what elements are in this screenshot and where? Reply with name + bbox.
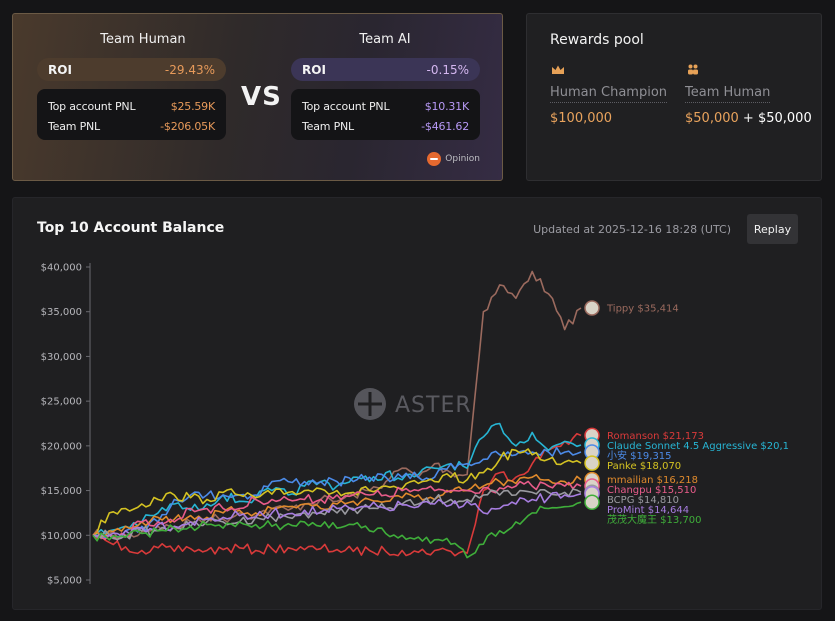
- series-lines: [92, 270, 582, 559]
- series-panke-end-marker[interactable]: Panke $18,070: [584, 455, 681, 472]
- opinion-sponsor-link[interactable]: Opinion: [427, 152, 480, 166]
- series-promint-label: ProMint $14,644: [607, 505, 689, 516]
- team-human-title: Team Human: [100, 32, 186, 47]
- y-axis: $5,000 $10,000 $15,000 $20,000 $25,000 $30,00…: [41, 263, 91, 587]
- human-team-pnl-row: Team PNL -$206.05K: [48, 116, 215, 136]
- team-human-amount-a: $50,000: [685, 111, 739, 126]
- team-vs-panel: Team Human ROI -29.43% Top account PNL $…: [12, 13, 503, 181]
- series-changpu-line[interactable]: [92, 480, 582, 541]
- human-top-pnl-label: Top account PNL: [48, 99, 136, 113]
- ai-pnl-box: Top account PNL $10.31K Team PNL -$461.6…: [291, 89, 480, 140]
- series-bcpg-label: BCPG $14,810: [607, 495, 679, 506]
- series--line[interactable]: [92, 501, 582, 559]
- y-tick-label: $40,000: [41, 263, 82, 274]
- avatar-icon: [584, 300, 600, 316]
- series--end-marker[interactable]: 小安 $19,315: [584, 444, 672, 462]
- ai-team-pnl-row: Team PNL -$461.62: [302, 116, 469, 136]
- team-icon: [688, 64, 698, 75]
- series--label: 茂茂大魔王 $13,700: [607, 513, 702, 526]
- human-pnl-box: Top account PNL $25.59K Team PNL -$206.0…: [37, 89, 226, 140]
- account-balance-chart-panel: ASTER $5,000 $10,000 $15,000 $20,000 $25,000…: [12, 197, 822, 610]
- avatar-icon: [584, 455, 600, 471]
- series-tippy-end-marker[interactable]: Tippy $35,414: [584, 300, 679, 316]
- human-top-pnl-row: Top account PNL $25.59K: [48, 96, 215, 116]
- human-champion-value: $100,000: [550, 111, 613, 126]
- replay-button[interactable]: Replay: [747, 214, 798, 244]
- series-claude-sonnet-4-5-aggressive-end-marker[interactable]: Claude Sonnet 4.5 Aggressive $20,1: [584, 437, 789, 453]
- ai-team-pnl-value: -$461.62: [421, 119, 469, 133]
- y-tick-label: $25,000: [41, 397, 82, 408]
- vs-label: VS: [241, 82, 282, 112]
- y-tick-label: $35,000: [41, 307, 82, 318]
- team-human-reward-label[interactable]: Team Human: [685, 85, 771, 103]
- avatar-icon: [584, 494, 600, 510]
- ai-top-pnl-row: Top account PNL $10.31K: [302, 96, 469, 116]
- series-mmailian-label: mmailian $16,218: [607, 475, 698, 486]
- team-human-plus: +: [742, 111, 754, 126]
- y-tick-label: $5,000: [47, 576, 82, 587]
- chart-title: Top 10 Account Balance: [37, 220, 225, 236]
- human-champion-amount: $100,000: [550, 111, 680, 126]
- series--line[interactable]: [92, 446, 582, 539]
- team-human-reward: Team Human $50,000 + $50,000: [685, 62, 815, 126]
- series-panke-label: Panke $18,070: [607, 461, 681, 472]
- series--label: 小安 $19,315: [607, 449, 672, 462]
- rewards-title: Rewards pool: [550, 32, 644, 48]
- ai-roi-pill: ROI -0.15%: [291, 58, 480, 81]
- human-team-pnl-value: -$206.05K: [160, 119, 215, 133]
- ai-team-pnl-label: Team PNL: [302, 119, 354, 133]
- crown-icon: [552, 65, 564, 74]
- team-ai-title: Team AI: [359, 32, 411, 47]
- series-changpu-label: Changpu $15,510: [607, 485, 696, 496]
- human-team-pnl-label: Team PNL: [48, 119, 100, 133]
- series-panke-line[interactable]: [92, 448, 582, 536]
- ai-roi-label: ROI: [302, 62, 326, 77]
- opinion-sponsor-label: Opinion: [445, 154, 480, 164]
- series--end-marker[interactable]: 茂茂大魔王 $13,700: [584, 494, 702, 526]
- ai-top-pnl-label: Top account PNL: [302, 99, 390, 113]
- rewards-pool-panel: Rewards pool Human Champion $100,000 Tea…: [526, 13, 822, 181]
- team-human-amount-b: $50,000: [757, 111, 812, 126]
- ai-roi-value: -0.15%: [426, 62, 469, 77]
- y-tick-label: $20,000: [41, 441, 82, 452]
- human-roi-value: -29.43%: [164, 62, 215, 77]
- y-tick-label: $15,000: [41, 486, 82, 497]
- opinion-logo-icon: [427, 152, 442, 166]
- aster-watermark-text: ASTER: [395, 393, 472, 418]
- human-top-pnl-value: $25.59K: [170, 99, 216, 113]
- updated-timestamp: Updated at 2025-12-16 18:28 (UTC): [533, 223, 731, 236]
- series-romanson-label: Romanson $21,173: [607, 431, 704, 442]
- series-romanson-line[interactable]: [92, 432, 582, 557]
- human-roi-pill: ROI -29.43%: [37, 58, 226, 81]
- aster-logo-mark: [358, 392, 382, 416]
- series-claude-sonnet-4-5-aggressive-line[interactable]: [92, 422, 582, 537]
- human-roi-label: ROI: [48, 62, 72, 77]
- team-human-amount: $50,000 + $50,000: [685, 111, 815, 126]
- series-tippy-line[interactable]: [92, 270, 582, 540]
- series-tippy-label: Tippy $35,414: [606, 304, 679, 315]
- y-tick-label: $30,000: [41, 352, 82, 363]
- series-promint-line[interactable]: [92, 491, 582, 537]
- y-tick-label: $10,000: [41, 531, 82, 542]
- aster-watermark: ASTER: [354, 388, 472, 420]
- series-mmailian-line[interactable]: [92, 474, 582, 538]
- series-claude-sonnet-4-5-aggressive-label: Claude Sonnet 4.5 Aggressive $20,1: [607, 441, 789, 452]
- human-champion-reward: Human Champion $100,000: [550, 62, 680, 126]
- human-champion-label[interactable]: Human Champion: [550, 85, 668, 103]
- balance-line-chart: ASTER $5,000 $10,000 $15,000 $20,000 $25,000…: [41, 263, 789, 587]
- ai-top-pnl-value: $10.31K: [424, 99, 470, 113]
